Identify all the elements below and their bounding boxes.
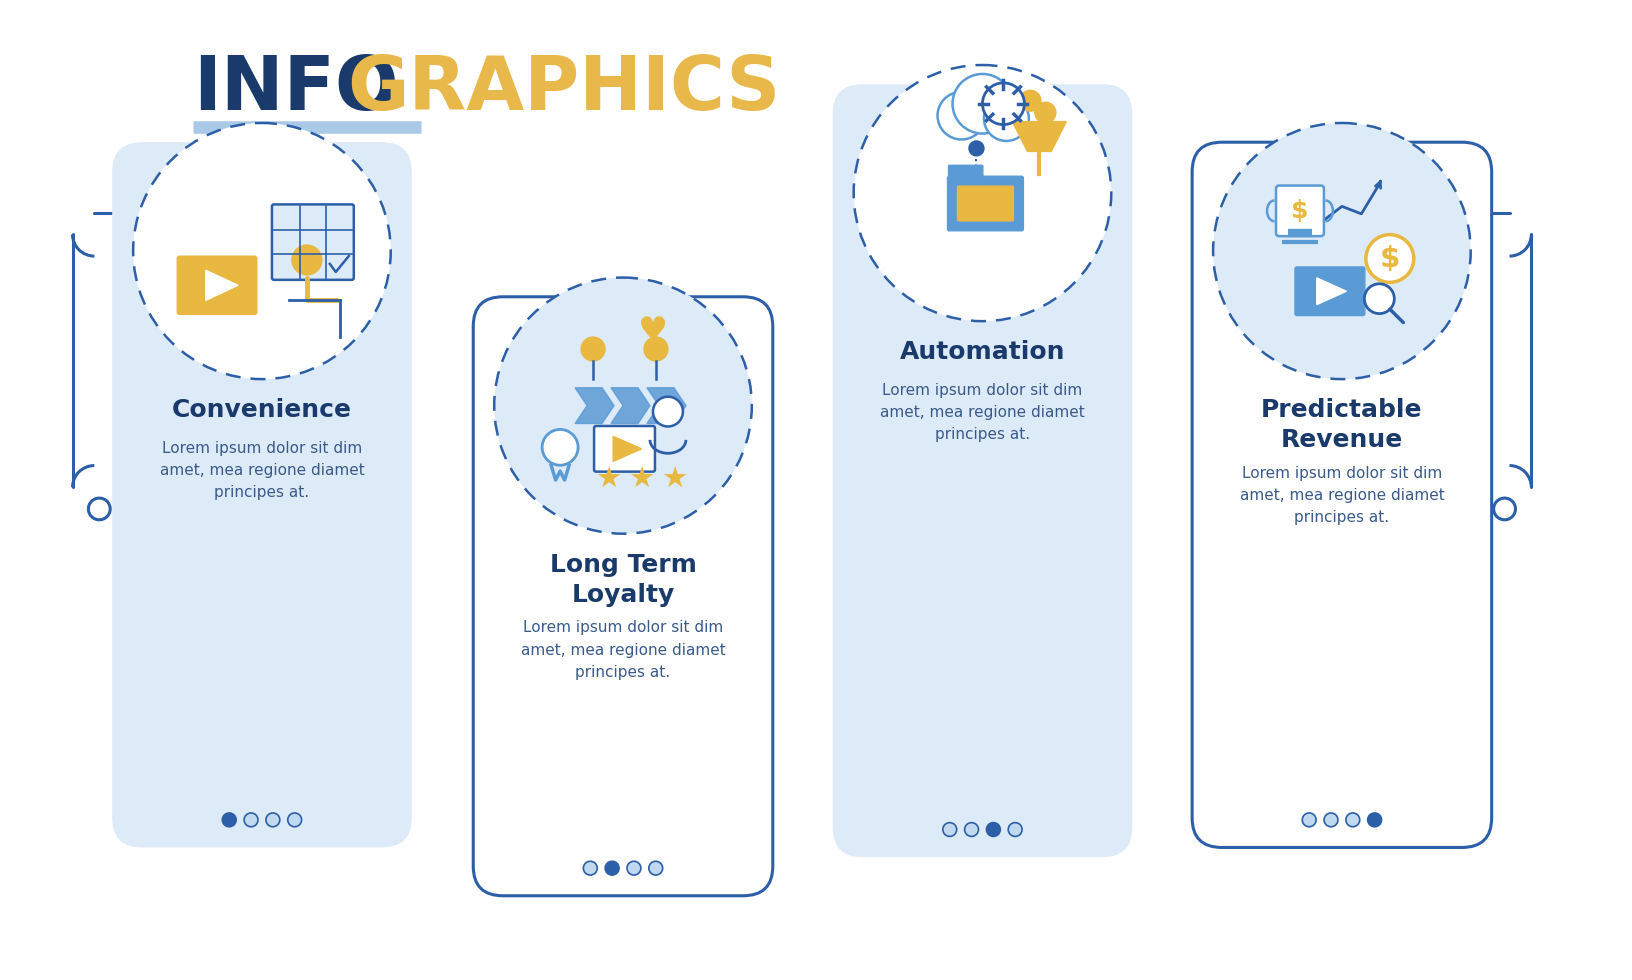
Circle shape — [266, 813, 279, 827]
Polygon shape — [1315, 278, 1345, 305]
FancyBboxPatch shape — [113, 142, 411, 848]
FancyBboxPatch shape — [1294, 267, 1364, 316]
Circle shape — [1007, 822, 1022, 836]
Text: $: $ — [1379, 244, 1399, 272]
Text: $: $ — [1291, 199, 1307, 222]
Circle shape — [494, 277, 751, 534]
FancyBboxPatch shape — [178, 257, 256, 314]
Circle shape — [986, 822, 1000, 836]
Polygon shape — [610, 388, 650, 423]
Circle shape — [1345, 813, 1359, 827]
Circle shape — [653, 397, 682, 426]
Circle shape — [937, 92, 984, 139]
Circle shape — [287, 813, 302, 827]
Polygon shape — [612, 436, 641, 462]
Circle shape — [643, 337, 667, 361]
Polygon shape — [206, 270, 238, 300]
Text: Lorem ipsum dolor sit dim
amet, mea regione diamet
principes at.: Lorem ipsum dolor sit dim amet, mea regi… — [160, 441, 364, 501]
FancyBboxPatch shape — [1275, 185, 1324, 236]
Circle shape — [1035, 102, 1056, 123]
Circle shape — [88, 498, 109, 519]
Circle shape — [1324, 813, 1337, 827]
Circle shape — [854, 65, 1111, 321]
Text: GRAPHICS: GRAPHICS — [346, 53, 780, 125]
Circle shape — [942, 822, 956, 836]
Circle shape — [292, 245, 322, 274]
Text: Convenience: Convenience — [171, 398, 353, 422]
Circle shape — [1363, 284, 1394, 314]
FancyBboxPatch shape — [832, 84, 1131, 858]
Polygon shape — [646, 388, 685, 423]
FancyBboxPatch shape — [273, 205, 354, 280]
Circle shape — [648, 861, 663, 875]
Circle shape — [134, 123, 390, 379]
Circle shape — [583, 861, 597, 875]
Circle shape — [1493, 498, 1514, 519]
Circle shape — [605, 861, 619, 875]
FancyBboxPatch shape — [594, 426, 654, 471]
Circle shape — [1020, 90, 1040, 111]
FancyBboxPatch shape — [948, 166, 982, 182]
Polygon shape — [574, 388, 614, 423]
Polygon shape — [1012, 122, 1066, 151]
Circle shape — [984, 96, 1028, 141]
FancyBboxPatch shape — [956, 186, 1013, 220]
FancyBboxPatch shape — [1191, 142, 1490, 848]
Circle shape — [1213, 123, 1470, 379]
Text: INFO: INFO — [193, 53, 398, 125]
Text: Predictable
Revenue: Predictable Revenue — [1260, 398, 1421, 452]
Circle shape — [243, 813, 258, 827]
Circle shape — [982, 83, 1023, 124]
Text: ★: ★ — [594, 466, 620, 494]
Circle shape — [951, 74, 1012, 133]
Circle shape — [965, 822, 978, 836]
Text: Automation: Automation — [899, 340, 1064, 365]
Circle shape — [627, 861, 640, 875]
FancyBboxPatch shape — [947, 176, 1023, 231]
Text: ★: ★ — [661, 466, 687, 494]
Circle shape — [1301, 813, 1315, 827]
Circle shape — [581, 337, 605, 361]
Text: Lorem ipsum dolor sit dim
amet, mea regione diamet
principes at.: Lorem ipsum dolor sit dim amet, mea regi… — [521, 620, 725, 680]
Text: ★: ★ — [627, 466, 654, 494]
Text: Lorem ipsum dolor sit dim
amet, mea regione diamet
principes at.: Lorem ipsum dolor sit dim amet, mea regi… — [1239, 466, 1443, 525]
Circle shape — [542, 429, 578, 466]
Text: ♥: ♥ — [638, 315, 667, 348]
Text: Long Term
Loyalty: Long Term Loyalty — [550, 553, 695, 607]
Circle shape — [1368, 813, 1381, 827]
Circle shape — [968, 141, 984, 156]
Circle shape — [1364, 234, 1413, 282]
Circle shape — [222, 813, 237, 827]
Text: Lorem ipsum dolor sit dim
amet, mea regione diamet
principes at.: Lorem ipsum dolor sit dim amet, mea regi… — [880, 383, 1084, 442]
FancyBboxPatch shape — [473, 297, 772, 896]
